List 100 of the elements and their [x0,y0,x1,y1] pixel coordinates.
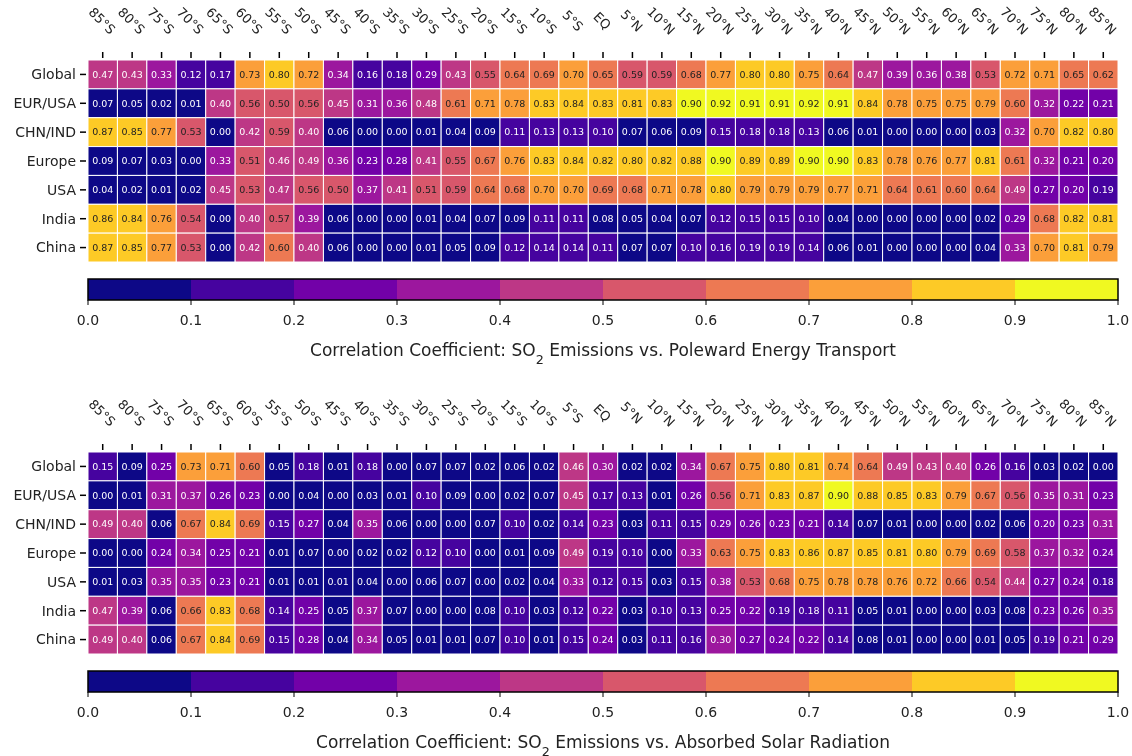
data-label: 0.04 [92,184,114,196]
data-label: 0.64 [474,184,496,196]
data-label: 0.03 [621,633,644,645]
x-tick-label: 5°S [559,7,587,35]
data-label: 0.01 [533,633,555,645]
data-label: 0.06 [827,126,850,138]
data-label: 0.14 [827,518,850,530]
y-tick-label: CHN/IND [15,516,76,533]
data-label: 0.31 [1092,518,1114,530]
data-label: 0.03 [150,155,173,167]
data-label: 0.23 [1063,518,1085,530]
data-label: 0.84 [209,633,232,645]
color-bar-title: Correlation Coefficient: SO$_{2}$ Emissions vs. Poleward Energy Transport [310,340,897,367]
data-label: 0.01 [386,489,408,501]
data-label: 0.54 [180,213,202,225]
data-label: 0.75 [916,97,938,109]
data-label: 0.11 [592,241,614,253]
data-label: 0.01 [886,633,908,645]
data-label: 0.65 [1063,68,1085,80]
data-label: 0.01 [651,489,673,501]
data-label: 0.04 [533,576,555,588]
data-label: 0.02 [533,518,555,530]
data-label: 0.75 [739,547,761,559]
data-label: 0.01 [886,605,908,617]
data-label: 0.11 [562,213,585,225]
data-label: 0.00 [1092,460,1114,472]
data-label: 0.75 [798,68,820,80]
data-label: 0.00 [92,489,114,501]
data-label: 0.11 [504,126,526,138]
data-label: 0.11 [827,605,850,617]
data-label: 0.04 [827,213,850,225]
data-label: 0.31 [356,97,379,109]
data-label: 0.56 [710,489,732,501]
data-label: 0.00 [857,213,879,225]
data-label: 0.02 [504,576,526,588]
data-label: 0.80 [768,68,791,80]
data-label: 0.46 [562,460,585,472]
data-label: 0.56 [1004,489,1026,501]
data-label: 0.84 [857,97,879,109]
y-tick-label: Europe [26,544,76,561]
data-label: 0.12 [710,213,732,225]
data-label: 0.71 [209,460,232,472]
data-label: 0.78 [886,155,908,167]
data-label: 0.06 [504,460,526,472]
data-label: 0.42 [239,241,261,253]
data-label: 0.73 [180,460,202,472]
data-label: 0.06 [150,605,173,617]
data-label: 0.32 [1033,97,1056,109]
data-label: 0.82 [1063,213,1085,225]
data-label: 0.68 [768,576,791,588]
data-label: 0.83 [533,155,555,167]
data-label: 0.83 [768,489,791,501]
data-label: 0.87 [827,547,850,559]
data-label: 0.00 [886,213,908,225]
color-bar-label: 1.0 [1106,703,1130,720]
data-label: 0.80 [621,155,644,167]
data-label: 0.19 [768,605,791,617]
data-label: 0.35 [356,518,379,530]
data-label: 0.00 [945,605,967,617]
data-label: 0.68 [1033,213,1056,225]
data-label: 0.53 [739,576,761,588]
color-bar-label: 0.8 [900,703,924,720]
data-label: 0.02 [474,460,496,472]
data-label: 0.64 [886,184,908,196]
data-label: 0.55 [474,68,496,80]
data-label: 0.00 [916,605,938,617]
data-label: 0.84 [562,97,585,109]
data-label: 0.21 [798,518,820,530]
data-label: 0.00 [209,213,232,225]
data-label: 0.85 [886,489,908,501]
data-label: 0.03 [1033,460,1056,472]
data-label: 0.09 [474,126,496,138]
data-label: 0.15 [92,460,114,472]
data-label: 0.22 [798,633,820,645]
data-label: 0.00 [886,241,908,253]
data-label: 0.77 [710,68,732,80]
data-label: 0.13 [562,126,585,138]
data-label: 0.09 [533,547,555,559]
data-label: 0.82 [592,155,614,167]
data-label: 0.35 [180,576,202,588]
data-label: 0.14 [798,241,820,253]
data-label: 0.84 [562,155,585,167]
data-label: 0.69 [592,184,614,196]
data-label: 0.70 [1033,126,1056,138]
data-label: 0.80 [710,184,732,196]
y-tick-label: USA [47,573,77,590]
data-label: 0.15 [268,633,290,645]
data-label: 0.56 [298,184,320,196]
data-label: 0.90 [680,97,702,109]
data-label: 0.81 [1063,241,1085,253]
data-label: 0.04 [327,633,349,645]
data-label: 0.55 [445,155,467,167]
data-label: 0.00 [356,126,379,138]
data-label: 0.24 [768,633,791,645]
data-label: 0.00 [415,605,438,617]
data-label: 0.43 [445,68,467,80]
data-label: 0.02 [621,460,644,472]
data-label: 0.12 [504,241,526,253]
data-label: 0.02 [121,184,143,196]
data-label: 0.15 [710,126,732,138]
